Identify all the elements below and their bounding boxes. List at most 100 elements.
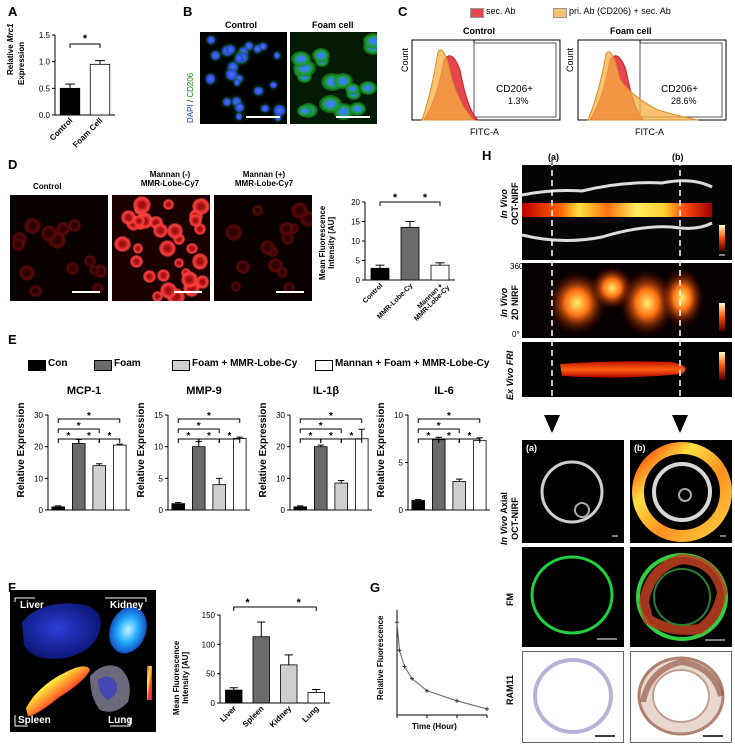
bar xyxy=(472,440,487,511)
significance-star: * xyxy=(393,192,398,204)
panel-c-gate-1: CD206+ xyxy=(496,84,533,95)
ram11-b-illustration xyxy=(637,656,725,737)
panel-h-col-b: (b) xyxy=(672,152,684,162)
cell xyxy=(65,262,79,275)
nucleus xyxy=(259,43,267,51)
y-tick-label: 5 xyxy=(159,474,164,483)
legend-swatch-pri-ab xyxy=(553,8,567,18)
cell xyxy=(252,205,263,216)
foam-cell xyxy=(345,83,361,96)
decay-curve xyxy=(396,622,488,710)
nucleus xyxy=(235,113,243,120)
panel-h-fm-a-image xyxy=(522,547,624,647)
panel-h-fri-image xyxy=(522,342,732,397)
bar xyxy=(411,500,426,511)
panel-h-row4-label: In Vivo Axial OCT-NIRF xyxy=(499,492,520,545)
significance-bracket xyxy=(57,428,100,433)
panel-c-gate-2: CD206+ xyxy=(661,84,698,95)
significance-bracket xyxy=(218,438,241,443)
panel-e-subtitle: MMP-9 xyxy=(186,385,221,397)
nucleus xyxy=(207,36,216,45)
panel-h-2d-nirf-image xyxy=(522,263,732,338)
foam-cell xyxy=(296,105,312,118)
y-tick-label: 10 xyxy=(394,411,403,420)
kidney-shape xyxy=(109,606,147,654)
bar xyxy=(112,444,127,511)
significance-bracket xyxy=(417,418,481,423)
y-tick-label: 0 xyxy=(159,506,164,515)
panel-e-subtitle: IL-6 xyxy=(434,385,454,397)
ram11-stain-b xyxy=(640,658,724,703)
nucleus xyxy=(206,74,216,84)
y-tick-label: 10 xyxy=(154,443,163,452)
panel-d-label-mannan-minus: Mannan (-) MMR-Lobe-Cy7 xyxy=(140,170,200,188)
colorbar xyxy=(147,666,152,700)
significance-bracket xyxy=(177,418,241,423)
cell xyxy=(120,210,136,226)
significance-bracket xyxy=(458,438,481,443)
histogram-pri-ab xyxy=(587,51,699,121)
fm-ring-a xyxy=(530,555,614,635)
organ-label-liver: Liver xyxy=(20,600,44,611)
panel-e-ylabel: Relative Expression xyxy=(16,402,27,497)
legend-label-3: Mannan + Foam + MMR-Lobe-Cy xyxy=(335,358,490,369)
bar xyxy=(51,506,66,511)
foam-cell xyxy=(358,80,377,95)
oct-nirf-illustration xyxy=(522,179,725,256)
y-tick-label: 30 xyxy=(276,411,285,420)
fm-plaque-b xyxy=(638,553,728,635)
significance-star: * xyxy=(245,597,250,609)
panel-c-xlabel-2: FITC-A xyxy=(635,127,664,137)
bar xyxy=(92,465,107,511)
bar xyxy=(212,484,227,511)
significance-bracket xyxy=(57,418,121,423)
panel-e-letter: E xyxy=(8,332,17,347)
x-tick-label: 0 xyxy=(395,719,400,720)
bar xyxy=(89,63,111,116)
nirf-colorbar xyxy=(719,303,725,331)
axial-b-label: (b) xyxy=(634,443,646,453)
y-tick-label: 0 xyxy=(39,506,44,515)
nucleus xyxy=(235,54,244,63)
bar xyxy=(280,664,298,704)
cell xyxy=(132,243,144,254)
panel-c-flow-histograms xyxy=(411,39,727,121)
data-point xyxy=(410,676,414,681)
panel-e-legend: Con Foam Foam + MMR-Lobe-Cy Mannan + Foam +… xyxy=(28,358,498,372)
panel-h-ram11-a-image xyxy=(522,651,624,743)
nucleus xyxy=(225,69,237,81)
y-tick-label: 30 xyxy=(34,411,43,420)
liver-shape xyxy=(22,603,101,659)
bar xyxy=(293,506,308,511)
significance-star: * xyxy=(228,431,232,442)
y-tick-label: 10 xyxy=(34,474,43,483)
panel-h-row3-label: Ex Vivo FRI xyxy=(505,350,515,400)
nucleus xyxy=(261,104,269,113)
hotspot-4 xyxy=(660,268,704,328)
significance-bracket xyxy=(379,201,441,206)
significance-star: * xyxy=(427,431,431,442)
x-tick-label: 60 xyxy=(423,719,432,720)
y-tick-label: 1.0 xyxy=(39,58,51,67)
nirf-strip xyxy=(522,203,712,217)
cell xyxy=(12,238,25,251)
legend-swatch-sec-ab xyxy=(470,8,484,18)
cell xyxy=(92,282,104,294)
panel-h-row1-label: In Vivo OCT-NIRF xyxy=(499,182,520,226)
significance-star: * xyxy=(77,421,81,432)
y-tick-label: 15 xyxy=(154,411,163,420)
cell xyxy=(89,265,100,276)
y-tick-label: 0.0 xyxy=(39,111,51,120)
cell xyxy=(67,219,81,233)
legend-label-2: Foam + MMR-Lobe-Cy xyxy=(192,358,298,369)
nucleus xyxy=(244,41,254,51)
data-point xyxy=(455,698,459,703)
y-tick-label: 10 xyxy=(276,474,285,483)
nirf-2d-illustration xyxy=(547,266,725,337)
panel-b-letter: B xyxy=(183,4,193,19)
nucleus xyxy=(274,52,281,59)
significance-star: * xyxy=(437,421,441,432)
bar xyxy=(354,438,369,511)
legend-label-1: Foam xyxy=(114,358,141,369)
kidney-bracket xyxy=(105,597,147,602)
